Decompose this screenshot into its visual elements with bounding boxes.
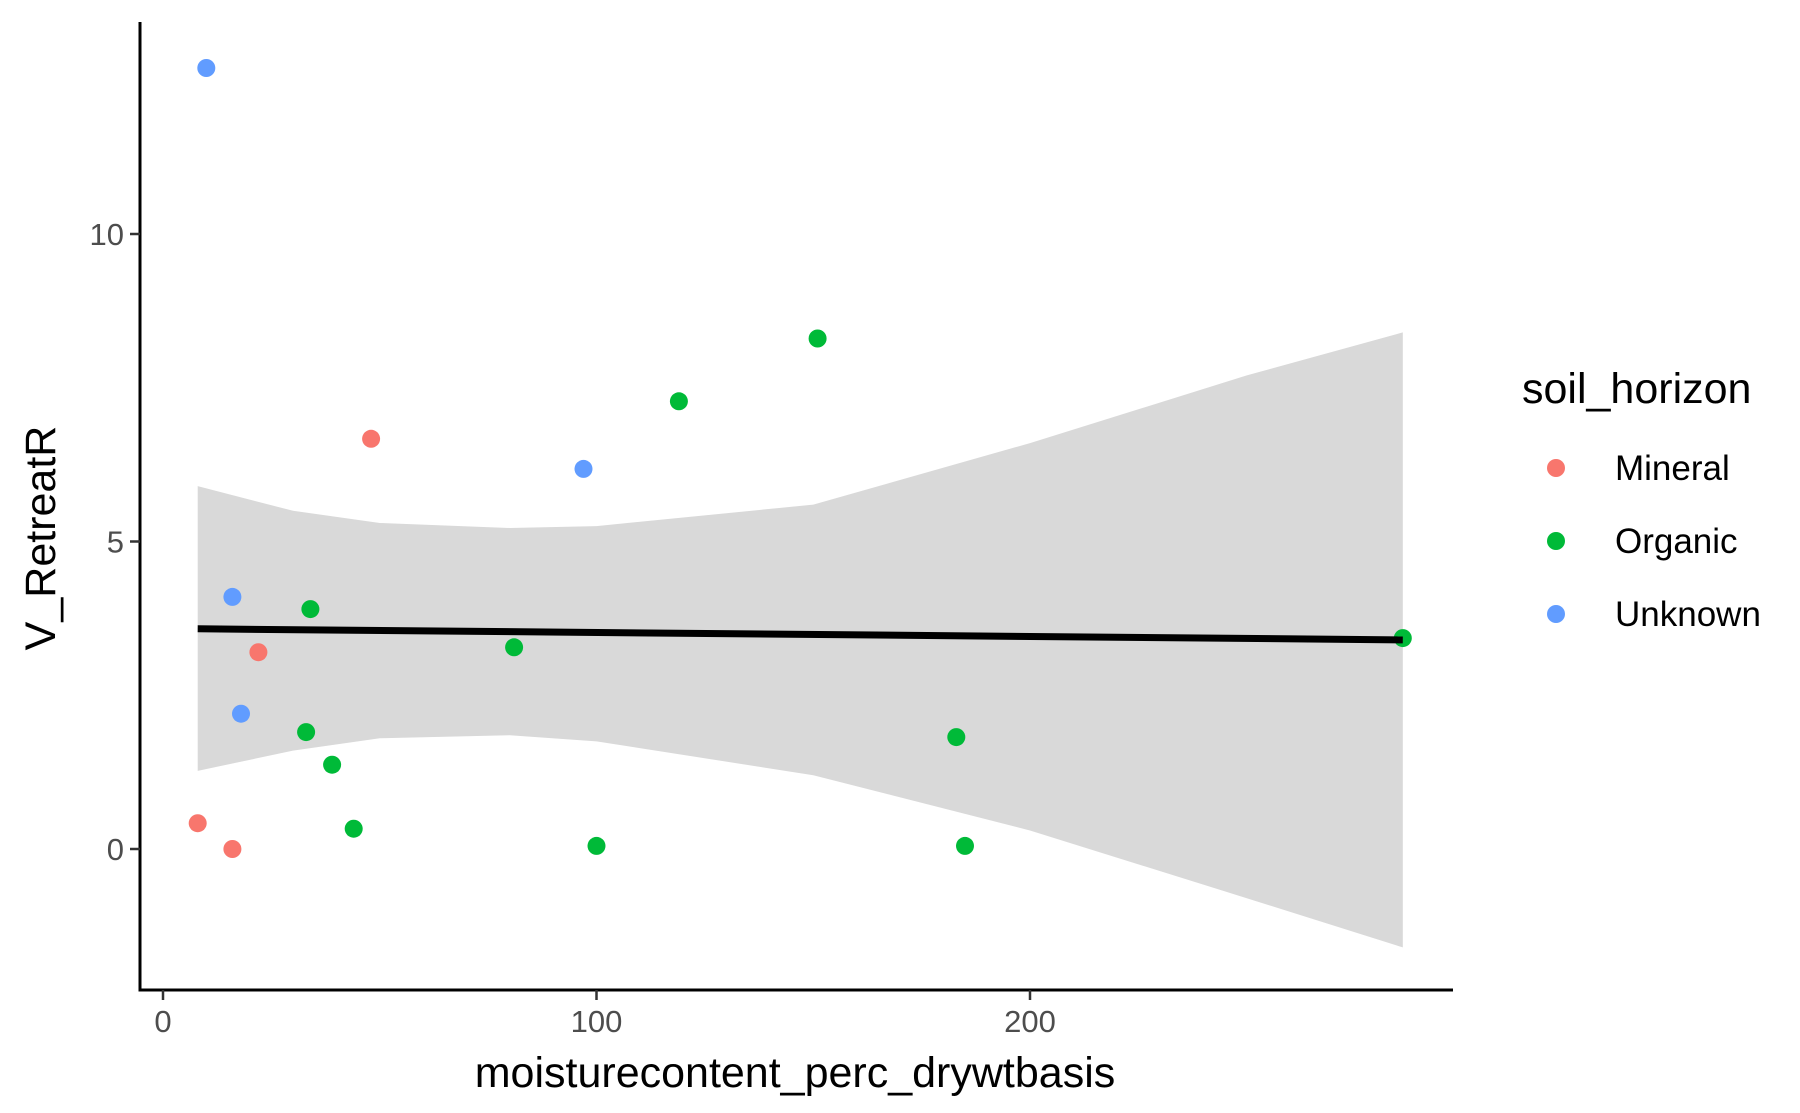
x-tick-label: 100: [571, 1004, 623, 1039]
legend-key-organic: [1547, 532, 1565, 550]
x-tick-label: 0: [154, 1004, 171, 1039]
data-point-organic: [808, 329, 827, 348]
legend-label-organic: Organic: [1615, 522, 1738, 561]
data-point-organic: [947, 728, 966, 747]
trend-line: [197, 625, 1403, 644]
legend-label-unknown: Unknown: [1615, 595, 1761, 634]
data-point-mineral: [188, 814, 207, 833]
data-point-mineral: [223, 840, 242, 858]
data-point-organic: [297, 723, 316, 742]
data-point-organic: [505, 638, 524, 657]
data-point-organic: [587, 836, 606, 855]
y-tick-label: 0: [107, 832, 124, 867]
data-point-unknown: [232, 704, 250, 723]
data-point-organic: [669, 392, 688, 411]
data-point-mineral: [362, 429, 381, 448]
data-point-unknown: [223, 587, 242, 606]
data-point-organic: [323, 755, 342, 774]
legend: soil_horizon Mineral Organic Unknown: [1522, 365, 1761, 634]
legend-label-mineral: Mineral: [1615, 449, 1730, 488]
data-point-organic: [344, 819, 363, 838]
data-point-mineral: [249, 643, 268, 662]
plot-area: [188, 59, 1412, 948]
y-tick-label: 5: [107, 525, 124, 560]
data-point-organic: [956, 836, 974, 855]
axes: 0 100 200 0 5 10: [90, 22, 1453, 1039]
x-tick-label: 200: [1004, 1004, 1056, 1039]
data-point-unknown: [574, 459, 593, 478]
legend-title: soil_horizon: [1522, 365, 1751, 413]
y-axis-title: V_RetreatR: [17, 426, 65, 651]
x-axis-title: moisturecontent_perc_drywtbasis: [475, 1049, 1116, 1097]
data-point-organic: [301, 600, 320, 619]
confidence-band: [197, 332, 1403, 948]
legend-key-unknown: [1547, 605, 1565, 623]
data-point-unknown: [197, 59, 216, 77]
legend-key-mineral: [1547, 459, 1565, 477]
y-tick-label: 10: [90, 217, 124, 252]
